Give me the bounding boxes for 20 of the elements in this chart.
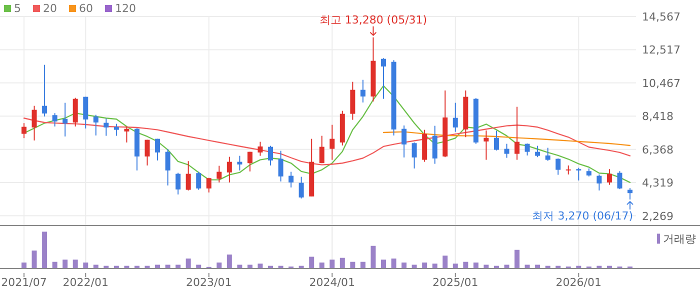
x-tick-label: 2024/01 <box>309 276 355 289</box>
y-tick-label: 12,517 <box>642 44 680 57</box>
x-tick-label: 2021/07 <box>1 276 47 289</box>
x-tick-label: 2022/01 <box>62 276 108 289</box>
y-tick-label: 8,418 <box>642 110 674 124</box>
x-tick-label: 2025/01 <box>432 276 478 289</box>
y-tick-label: 6,368 <box>642 143 674 156</box>
x-tick-label: 2026/01 <box>556 276 602 289</box>
legend-label: 20 <box>43 2 57 15</box>
annotation: 최저 3,270 (06/17) <box>532 210 633 223</box>
y-tick-label: 14,567 <box>642 10 680 24</box>
y-tick-label: 10,467 <box>642 76 680 90</box>
legend-label: 거래량 <box>663 232 696 246</box>
x-tick-label: 2023/01 <box>186 276 232 289</box>
legend-label: 120 <box>115 2 136 15</box>
annotation: 최고 13,280 (05/31) <box>319 13 428 26</box>
legend-label: 5 <box>14 2 21 15</box>
legend-label: 60 <box>79 2 93 15</box>
y-tick-label: 4,319 <box>642 176 674 190</box>
y-tick-label: 2,269 <box>642 210 674 223</box>
